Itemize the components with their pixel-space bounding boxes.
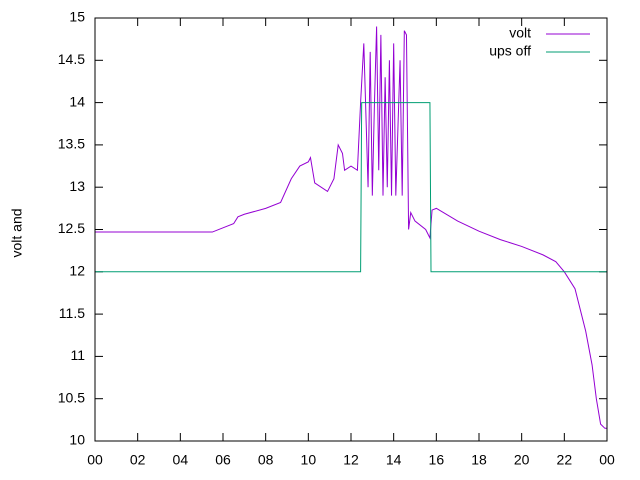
y-tick-label: 11 (70, 347, 85, 363)
x-tick-label: 08 (258, 452, 274, 468)
x-tick-label: 12 (343, 452, 359, 468)
x-tick-label: 10 (301, 452, 317, 468)
x-tick-label: 02 (130, 452, 146, 468)
x-tick-label: 20 (514, 452, 530, 468)
x-tick-label: 00 (87, 452, 103, 468)
series-line (95, 102, 607, 273)
x-tick-label: 22 (557, 452, 573, 468)
x-tick-label: 04 (173, 452, 189, 468)
x-tick-label: 16 (429, 452, 445, 468)
y-tick-label: 11.5 (59, 305, 85, 321)
y-tick-label: 10 (69, 432, 85, 448)
y-tick-label: 12.5 (58, 220, 85, 236)
legend-label: volt (509, 25, 531, 41)
plot-border (94, 17, 608, 442)
y-tick-label: 10.5 (58, 389, 85, 405)
y-tick-label: 14 (69, 93, 85, 109)
x-tick-label: 18 (471, 452, 487, 468)
y-axis-label: volt and (9, 208, 25, 257)
x-tick-label: 00 (599, 452, 615, 468)
y-tick-label: 13 (69, 178, 85, 194)
y-tick-label: 15 (69, 9, 85, 25)
x-tick-label: 14 (386, 452, 402, 468)
y-tick-label: 14.5 (58, 51, 85, 67)
legend-label: ups off (489, 43, 531, 59)
y-tick-label: 13.5 (58, 136, 85, 152)
y-tick-label: 12 (69, 263, 85, 279)
x-tick-label: 06 (215, 452, 231, 468)
series-line (95, 26, 607, 429)
